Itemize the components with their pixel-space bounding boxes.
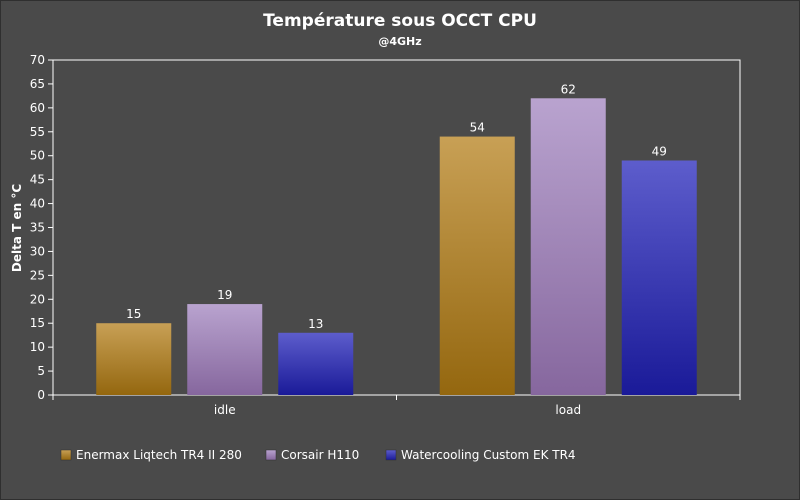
y-axis-label: Delta T en °C: [10, 184, 24, 272]
legend-swatch: [60, 449, 72, 461]
bar-load-series-2: [530, 98, 606, 396]
y-tick-label: 0: [37, 388, 45, 402]
y-tick-label: 10: [30, 340, 45, 354]
legend-label: Corsair H110: [281, 448, 359, 462]
legend-swatch: [265, 449, 277, 461]
data-label: 54: [470, 121, 485, 135]
bar-load-series-1: [439, 136, 515, 396]
data-label: 62: [561, 82, 576, 96]
y-tick-label: 50: [30, 149, 45, 163]
y-tick-label: 25: [30, 268, 45, 282]
y-tick-label: 60: [30, 101, 45, 115]
bar-series-group: 15 19 13 54 62 49: [96, 82, 697, 396]
legend-label: Watercooling Custom EK TR4: [401, 448, 576, 462]
y-tick-label: 55: [30, 125, 45, 139]
data-label: 15: [126, 307, 141, 321]
y-tick-label: 5: [37, 364, 45, 378]
x-tick-label: idle: [214, 403, 236, 417]
data-label: 49: [652, 145, 667, 159]
y-tick-label: 35: [30, 221, 45, 235]
y-tick-label: 70: [30, 53, 45, 67]
data-label: 13: [308, 317, 323, 331]
y-tick-label: 15: [30, 316, 45, 330]
bar-load-series-3: [621, 160, 697, 395]
bar-idle-series-2: [187, 304, 263, 395]
y-tick-label: 65: [30, 77, 45, 91]
legend: Enermax Liqtech TR4 II 280 Corsair H110 Wa…: [60, 448, 576, 462]
y-tick-label: 30: [30, 244, 45, 258]
chart-title: Température sous OCCT CPU: [263, 11, 537, 31]
x-axis: idle load: [52, 395, 741, 417]
y-axis: 0 5 10 15 20 25 30 35 40 45 50 55 60 65 70: [30, 53, 53, 402]
bar-idle-series-1: [96, 323, 172, 395]
bar-idle-series-3: [278, 332, 354, 395]
x-tick-label: load: [555, 403, 581, 417]
y-tick-label: 40: [30, 197, 45, 211]
legend-label: Enermax Liqtech TR4 II 280: [76, 448, 242, 462]
y-tick-label: 20: [30, 292, 45, 306]
legend-swatch: [385, 449, 397, 461]
data-label: 19: [217, 288, 232, 302]
chart-subtitle: @4GHz: [378, 35, 421, 48]
y-tick-label: 45: [30, 173, 45, 187]
